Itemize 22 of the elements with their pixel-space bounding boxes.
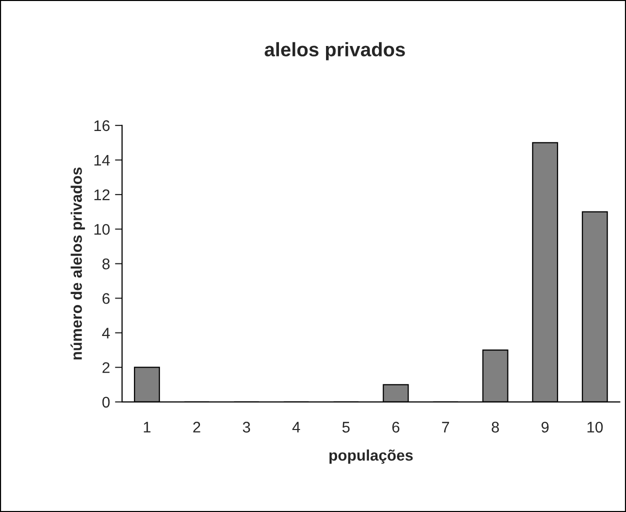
y-tick-label: 6 <box>102 293 110 304</box>
x-tick-label: 8 <box>492 422 499 433</box>
chart-title: alelos privados <box>264 42 405 60</box>
x-tick-label: 6 <box>392 422 400 433</box>
y-tick-label: 10 <box>94 224 110 235</box>
x-tick-label: 7 <box>442 422 450 432</box>
y-axis-title: número de alelos privados <box>70 168 85 360</box>
y-tick-label: 14 <box>94 155 110 166</box>
x-tick-label: 5 <box>342 422 350 433</box>
y-tick-label: 16 <box>94 120 110 132</box>
y-tick-label: 4 <box>102 328 110 338</box>
y-tick-label: 0 <box>102 396 110 408</box>
y-tick-label: 12 <box>94 189 110 200</box>
x-tick-label: 3 <box>242 422 250 433</box>
x-tick-label: 2 <box>193 422 200 432</box>
x-tick-label: 4 <box>292 422 300 432</box>
y-tick-label: 2 <box>102 362 110 373</box>
x-tick-label: 10 <box>588 422 603 433</box>
x-tick-label: 9 <box>542 422 549 433</box>
y-tick-label: 8 <box>102 258 110 270</box>
x-tick-label: 1 <box>144 422 150 432</box>
x-axis-title: populações <box>329 449 413 464</box>
